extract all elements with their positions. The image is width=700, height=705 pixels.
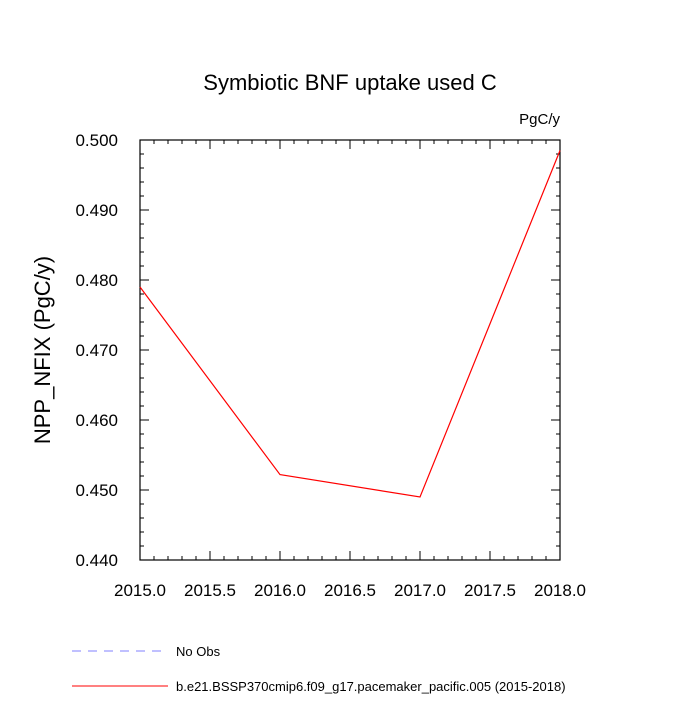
y-axis-label: NPP_NFIX (PgC/y) bbox=[30, 256, 55, 444]
y-tick-label: 0.500 bbox=[75, 131, 118, 150]
y-tick-label: 0.440 bbox=[75, 551, 118, 570]
legend-label: No Obs bbox=[176, 644, 221, 659]
y-tick-label: 0.490 bbox=[75, 201, 118, 220]
x-tick-label: 2016.5 bbox=[324, 581, 376, 600]
x-tick-label: 2016.0 bbox=[254, 581, 306, 600]
plot-frame bbox=[139, 139, 561, 561]
y-tick-label: 0.480 bbox=[75, 271, 118, 290]
x-tick-label: 2017.5 bbox=[464, 581, 516, 600]
legend: No Obs b.e21.BSSP370cmip6.f09_g17.pacemak… bbox=[72, 644, 566, 694]
units-label: PgC/y bbox=[519, 111, 560, 128]
x-tick-label: 2015.0 bbox=[114, 581, 166, 600]
series-line bbox=[139, 150, 561, 498]
legend-label: b.e21.BSSP370cmip6.f09_g17.pacemaker_pac… bbox=[176, 679, 566, 694]
x-tick-label: 2017.0 bbox=[394, 581, 446, 600]
y-tick-label: 0.450 bbox=[75, 481, 118, 500]
x-tick-label: 2018.0 bbox=[534, 581, 586, 600]
y-tick-label: 0.470 bbox=[75, 341, 118, 360]
series-layer bbox=[139, 150, 561, 498]
x-tick-label: 2015.5 bbox=[184, 581, 236, 600]
chart-title: Symbiotic BNF uptake used C bbox=[203, 70, 497, 95]
axes: 2015.0 2015.5 2016.0 2016.5 2017.0 2017.5 2018… bbox=[75, 131, 586, 600]
y-tick-label: 0.460 bbox=[75, 411, 118, 430]
